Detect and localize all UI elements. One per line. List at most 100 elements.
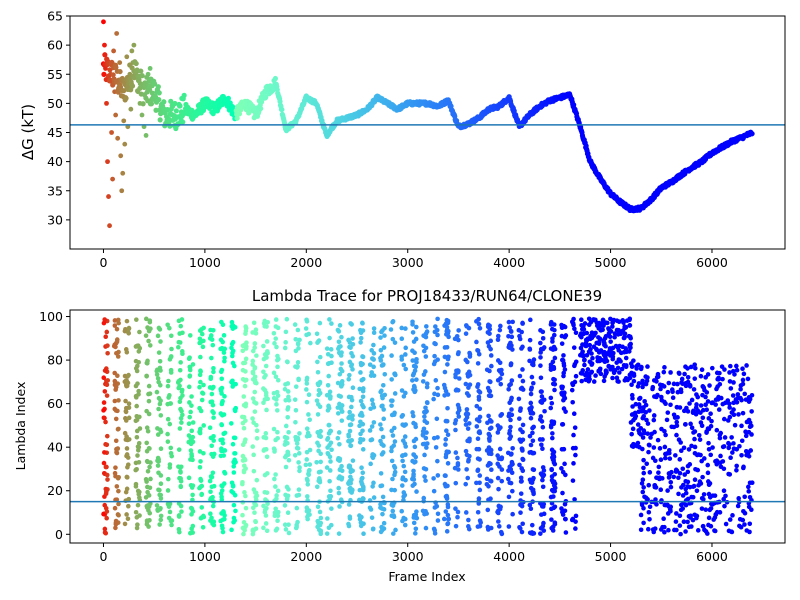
bottom-data-point xyxy=(133,484,139,489)
bottom-data-point xyxy=(104,442,110,448)
bottom-data-point xyxy=(691,387,697,392)
bottom-data-point xyxy=(232,518,238,523)
bottom-data-point xyxy=(660,524,665,530)
bottom-data-point xyxy=(371,404,377,410)
bottom-data-point xyxy=(663,432,668,438)
bottom-data-point xyxy=(273,336,279,341)
bottom-data-point xyxy=(443,484,448,489)
bottom-data-point xyxy=(720,444,726,450)
bottom-data-point xyxy=(446,354,451,360)
bottom-data-point xyxy=(104,515,109,521)
bottom-data-point xyxy=(178,484,184,490)
bottom-data-point xyxy=(704,407,709,413)
bottom-data-point xyxy=(347,428,353,434)
bottom-data-point xyxy=(222,358,227,364)
bottom-data-point xyxy=(336,339,342,345)
bottom-data-point xyxy=(674,511,679,516)
bottom-data-point xyxy=(275,518,280,524)
top-data-point xyxy=(156,97,162,103)
bottom-data-point xyxy=(136,491,142,497)
bottom-data-point xyxy=(230,441,236,447)
top-data-point xyxy=(173,108,179,114)
bottom-data-point xyxy=(746,453,752,459)
bottom-data-point xyxy=(209,399,215,404)
bottom-data-point xyxy=(424,408,429,414)
bottom-data-point xyxy=(444,418,450,424)
bottom-data-point xyxy=(335,411,341,416)
bottom-data-point xyxy=(538,363,543,368)
bottom-data-point xyxy=(745,376,751,382)
bottom-data-point xyxy=(623,355,629,361)
bottom-data-point xyxy=(487,418,493,423)
top-data-point xyxy=(168,98,174,104)
bottom-data-point xyxy=(631,441,636,447)
bottom-data-point xyxy=(435,511,441,517)
bottom-data-point xyxy=(252,389,258,395)
bottom-data-point xyxy=(591,317,596,322)
bottom-data-point xyxy=(699,367,705,373)
bottom-data-point xyxy=(721,416,727,422)
bottom-data-point xyxy=(292,453,298,458)
bottom-data-point xyxy=(487,388,493,394)
bottom-data-point xyxy=(222,448,228,453)
bottom-data-point xyxy=(308,340,313,346)
bottom-data-point xyxy=(325,451,331,456)
bottom-data-point xyxy=(358,436,363,442)
bottom-data-point xyxy=(677,513,683,519)
bottom-data-point xyxy=(589,369,595,375)
bottom-data-point xyxy=(371,480,376,486)
bottom-data-point xyxy=(509,334,515,340)
bottom-y-tick-label: 60 xyxy=(47,396,63,411)
bottom-data-point xyxy=(346,337,351,343)
bottom-data-point xyxy=(158,413,164,418)
bottom-data-point xyxy=(579,317,584,323)
bottom-data-point xyxy=(261,525,266,531)
bottom-data-point xyxy=(475,361,481,366)
bottom-data-point xyxy=(229,345,234,351)
bottom-data-point xyxy=(654,475,659,480)
bottom-data-point xyxy=(168,333,174,339)
bottom-data-point xyxy=(315,359,320,365)
bottom-data-point xyxy=(695,467,701,473)
bottom-data-point xyxy=(336,393,342,399)
bottom-data-point xyxy=(659,394,664,400)
bottom-data-point xyxy=(591,344,597,350)
bottom-data-point xyxy=(571,461,576,466)
bottom-data-point xyxy=(529,374,535,380)
bottom-data-point xyxy=(252,409,258,414)
bottom-data-point xyxy=(285,407,290,412)
bottom-data-point xyxy=(147,318,153,323)
bottom-data-point xyxy=(388,327,394,332)
bottom-data-point xyxy=(683,502,689,508)
bottom-data-point xyxy=(736,496,741,501)
bottom-data-point xyxy=(145,428,151,434)
bottom-data-point xyxy=(505,476,511,482)
bottom-data-point xyxy=(146,398,152,404)
bottom-data-point xyxy=(622,378,628,383)
bottom-data-point xyxy=(683,383,689,389)
bottom-data-point xyxy=(360,361,365,367)
bottom-data-point xyxy=(685,519,690,525)
bottom-data-point xyxy=(657,446,663,451)
bottom-data-point xyxy=(689,524,694,529)
bottom-data-point xyxy=(506,494,512,500)
bottom-data-point xyxy=(551,419,557,425)
bottom-data-point xyxy=(559,506,564,511)
bottom-data-point xyxy=(241,360,246,366)
bottom-data-point xyxy=(338,366,344,372)
bottom-data-point xyxy=(527,358,532,364)
bottom-data-point xyxy=(489,467,494,473)
bottom-data-point xyxy=(186,356,192,362)
bottom-data-point xyxy=(102,368,108,373)
bottom-data-point xyxy=(518,475,524,481)
bottom-data-point xyxy=(254,353,259,358)
bottom-data-point xyxy=(578,345,584,351)
bottom-data-point xyxy=(623,346,629,351)
bottom-data-point xyxy=(296,376,301,382)
bottom-data-point xyxy=(346,502,352,507)
bottom-data-point xyxy=(610,375,615,381)
bottom-data-point xyxy=(702,456,707,461)
bottom-data-point xyxy=(435,392,441,398)
bottom-data-point xyxy=(530,531,536,536)
bottom-data-point xyxy=(678,448,684,454)
